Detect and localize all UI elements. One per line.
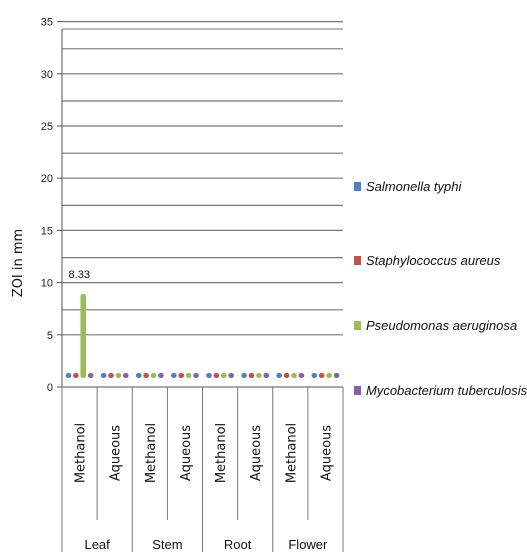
bar [185, 373, 192, 378]
bar [283, 373, 290, 378]
x-category-label: Methanol [284, 423, 299, 483]
legend-swatch [354, 321, 361, 330]
bar [80, 294, 87, 378]
x-group-label: Root [224, 537, 252, 552]
bar [276, 373, 283, 378]
bar [318, 373, 325, 378]
data-label: 8.33 [69, 269, 90, 281]
legend-swatch [354, 256, 361, 265]
x-category-label: Aqueous [179, 425, 194, 481]
bar [298, 373, 305, 378]
bar [122, 373, 129, 378]
data-labels: 8.33 [69, 269, 90, 281]
bar [248, 373, 255, 378]
y-axis-label: ZOI in mm [11, 229, 26, 297]
bar [158, 373, 164, 378]
bar [193, 373, 199, 378]
y-axis-ticks: 0 5 10 15 20 25 30 35 [41, 17, 63, 394]
y-tick-label: 5 [47, 330, 53, 342]
bar [73, 373, 79, 378]
x-group-label: Leaf [84, 537, 110, 552]
bar [65, 373, 72, 378]
bar [311, 373, 318, 378]
bar [333, 373, 340, 378]
legend-label: Pseudomonas aeruginosa [366, 318, 517, 333]
bar [171, 373, 177, 378]
y-tick-label: 25 [41, 121, 53, 133]
bar [291, 373, 297, 378]
y-tick-label: 0 [47, 382, 53, 394]
gridlines [62, 21, 343, 336]
x-category-label: Methanol [74, 423, 89, 483]
bar [87, 373, 94, 378]
legend-swatch [354, 386, 361, 395]
bar [326, 373, 332, 378]
y-tick-label: 30 [41, 69, 53, 81]
legend-swatch [354, 182, 361, 191]
bar [150, 373, 157, 378]
x-category-label: Aqueous [249, 425, 264, 481]
y-tick-label: 15 [41, 225, 53, 237]
bar [256, 373, 262, 378]
bar [213, 373, 220, 378]
bar [241, 373, 247, 378]
bar [263, 373, 270, 378]
legend-label: Mycobacterium tuberculosis [366, 383, 527, 398]
bar [206, 373, 212, 378]
y-tick-label: 35 [41, 17, 53, 29]
x-group-label: Flower [288, 537, 328, 552]
bar [228, 373, 234, 378]
bar [100, 373, 107, 378]
x-axis: Methanol Aqueous Methanol Aqueous Methanol Aq… [61, 386, 344, 552]
x-category-label: Aqueous [109, 425, 124, 481]
x-group-label: Stem [152, 537, 182, 552]
legend-label: Staphylococcus aureus [366, 253, 501, 268]
legend: Salmonella typhi Staphylococcus aureus Pse… [354, 179, 527, 398]
y-tick-label: 20 [41, 173, 53, 185]
bar [178, 373, 185, 378]
y-tick-label: 10 [41, 278, 53, 290]
x-category-label: Methanol [214, 423, 229, 483]
bar [135, 373, 142, 378]
bar [108, 373, 114, 378]
bar [115, 373, 122, 378]
x-category-label: Methanol [144, 423, 159, 483]
bar [220, 373, 227, 378]
bar [143, 373, 149, 378]
x-category-label: Aqueous [319, 425, 334, 481]
bars [65, 294, 340, 378]
legend-label: Salmonella typhi [366, 179, 462, 194]
